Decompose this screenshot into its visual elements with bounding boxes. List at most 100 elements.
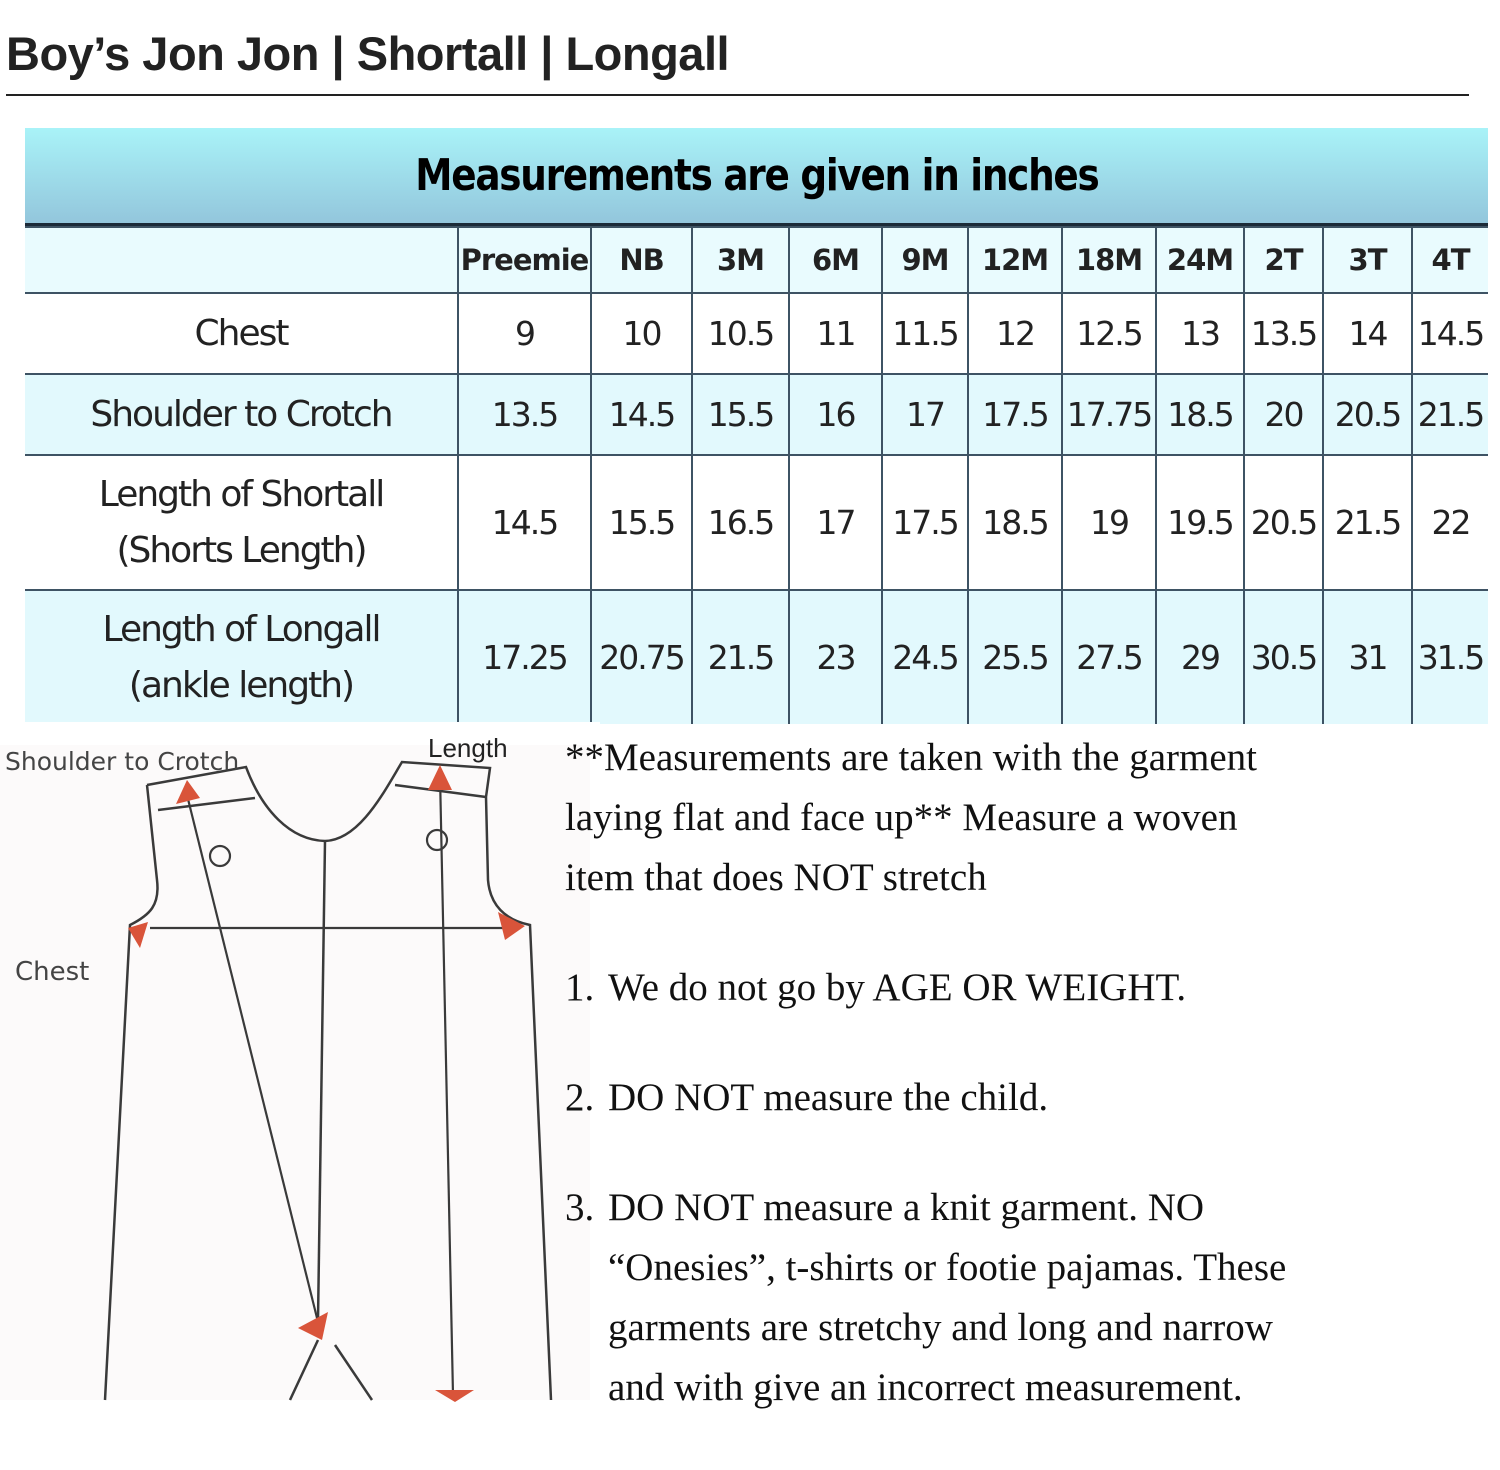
- row-label-line: (ankle length): [128, 664, 355, 706]
- arrow-markers: [128, 765, 525, 1402]
- measurement-cell: 13.5: [457, 373, 592, 456]
- row-label-line: Length of Shortall: [98, 473, 385, 515]
- measurement-cell: 12.5: [1061, 292, 1157, 375]
- measurement-cell: 17: [881, 373, 969, 456]
- row-label-line: Shoulder to Crotch: [90, 393, 393, 435]
- measurement-cell: 19: [1061, 454, 1157, 591]
- size-table: Preemie NB 3M 6M 9M 12M 18M 24M 2T 3T 4T Chest 9 10 1…: [25, 226, 1488, 724]
- measurement-cell: 18.5: [1155, 373, 1245, 456]
- size-header-3t: 3T: [1322, 226, 1413, 294]
- measurement-cell: 11: [788, 292, 883, 375]
- note-item-3: and with give an incorrect measurement.: [565, 1358, 1495, 1418]
- page-title: Boy’s Jon Jon | Shortall | Longall: [6, 27, 730, 80]
- measurement-cell: 15.5: [691, 373, 790, 456]
- intro-line: item that does NOT stretch: [565, 856, 987, 899]
- measurement-cell: 19.5: [1155, 454, 1245, 591]
- size-header-2t: 2T: [1243, 226, 1324, 294]
- measurement-cell: 21.5: [1411, 373, 1488, 456]
- row-label: Length of Shortall (Shorts Length): [25, 454, 459, 591]
- row-label: Chest: [25, 292, 459, 375]
- crotch-arrow-icon: [298, 1312, 328, 1340]
- garment-diagram-svg: Shoulder to Crotch Length Chest: [0, 722, 600, 1412]
- note-number: 1.: [565, 966, 595, 1009]
- shoulder-to-crotch-label: Shoulder to Crotch: [5, 747, 239, 776]
- measurement-cell: 13: [1155, 292, 1245, 375]
- measurement-cell: 18.5: [967, 454, 1063, 591]
- measurement-cell: 31.5: [1411, 589, 1488, 724]
- chest-left-arrow-icon: [128, 922, 148, 948]
- note-item-3: 3. DO NOT measure a knit garment. NO: [565, 1178, 1495, 1238]
- note-text: garments are stretchy and long and narro…: [608, 1306, 1273, 1349]
- length-bottom-arrow-icon: [435, 1390, 474, 1402]
- header-corner: [25, 226, 459, 294]
- chest-right-arrow-icon: [498, 912, 525, 940]
- note-text: We do not go by AGE OR WEIGHT.: [608, 966, 1187, 1009]
- size-header-18m: 18M: [1061, 226, 1157, 294]
- size-header-24m: 24M: [1155, 226, 1245, 294]
- title-divider: [6, 94, 1469, 96]
- note-text: “Onesies”, t-shirts or footie pajamas. T…: [608, 1246, 1287, 1289]
- size-header-3m: 3M: [691, 226, 790, 294]
- measurement-cell: 16.5: [691, 454, 790, 591]
- size-header-6m: 6M: [788, 226, 883, 294]
- size-header-row: Preemie NB 3M 6M 9M 12M 18M 24M 2T 3T 4T: [25, 226, 1488, 294]
- measurement-cell: 17.5: [967, 373, 1063, 456]
- table-row: Shoulder to Crotch 13.5 14.5 15.5 16 17 17.5 17…: [25, 373, 1488, 456]
- note-number: 2.: [565, 1076, 595, 1119]
- measurement-cell: 17.5: [881, 454, 969, 591]
- note-number: 3.: [565, 1186, 595, 1229]
- measurement-cell: 20: [1243, 373, 1324, 456]
- measurement-cell: 14.5: [457, 454, 592, 591]
- button-icon: [425, 828, 449, 852]
- size-header-nb: NB: [590, 226, 693, 294]
- row-label-line: (Shorts Length): [116, 529, 367, 571]
- measurement-cell: 12: [967, 292, 1063, 375]
- measurement-cell: 17.75: [1061, 373, 1157, 456]
- measurement-cell: 30.5: [1243, 589, 1324, 724]
- measurement-cell: 17: [788, 454, 883, 591]
- note-item-3: “Onesies”, t-shirts or footie pajamas. T…: [565, 1238, 1495, 1298]
- size-header-9m: 9M: [881, 226, 969, 294]
- note-text: DO NOT measure the child.: [608, 1076, 1049, 1119]
- measurement-cell: 25.5: [967, 589, 1063, 724]
- note-text: and with give an incorrect measurement.: [608, 1366, 1243, 1409]
- banner-text: Measurements are given in inches: [414, 150, 1100, 201]
- length-label: Length: [428, 733, 508, 763]
- intro-line: **Measurements are taken with the garmen…: [565, 736, 1258, 779]
- note-item-1: 1. We do not go by AGE OR WEIGHT.: [565, 958, 1495, 1018]
- row-label: Shoulder to Crotch: [25, 373, 459, 456]
- measurement-cell: 24.5: [881, 589, 969, 724]
- measurement-cell: 23: [788, 589, 883, 724]
- button-icon: [208, 844, 232, 868]
- measurement-cell: 13.5: [1243, 292, 1324, 375]
- shoulder-arrow-icon: [176, 780, 200, 804]
- size-header-12m: 12M: [967, 226, 1063, 294]
- table-row: Length of Longall (ankle length) 17.25 20.7…: [25, 589, 1488, 724]
- table-row: Chest 9 10 10.5 11 11.5 12 12.5 13 13.5 14 14.5: [25, 292, 1488, 375]
- measurement-lines: [150, 774, 515, 1396]
- measurement-cell: 14.5: [590, 373, 693, 456]
- measurement-cell: 14: [1322, 292, 1413, 375]
- size-header-preemie: Preemie: [457, 226, 592, 294]
- garment-diagram: Shoulder to Crotch Length Chest: [0, 722, 600, 1412]
- measurement-cell: 10: [590, 292, 693, 375]
- measurement-cell: 29: [1155, 589, 1245, 724]
- measurement-cell: 20.5: [1322, 373, 1413, 456]
- intro-line: laying flat and face up** Measure a wove…: [565, 796, 1238, 839]
- measurement-cell: 20.75: [590, 589, 693, 724]
- row-label-line: Chest: [194, 312, 290, 354]
- measurement-cell: 21.5: [1322, 454, 1413, 591]
- measurement-cell: 27.5: [1061, 589, 1157, 724]
- measurement-cell: 22: [1411, 454, 1488, 591]
- measurement-cell: 16: [788, 373, 883, 456]
- measurement-cell: 21.5: [691, 589, 790, 724]
- measurement-cell: 31: [1322, 589, 1413, 724]
- row-label-line: Length of Longall: [102, 608, 382, 650]
- note-item-2: 2. DO NOT measure the child.: [565, 1068, 1495, 1128]
- measurement-cell: 17.25: [457, 589, 592, 724]
- note-item-3: garments are stretchy and long and narro…: [565, 1298, 1495, 1358]
- measurement-cell: 15.5: [590, 454, 693, 591]
- size-chart: Measurements are given in inches Preemie…: [25, 128, 1488, 724]
- measurement-cell: 10.5: [691, 292, 790, 375]
- measurement-cell: 20.5: [1243, 454, 1324, 591]
